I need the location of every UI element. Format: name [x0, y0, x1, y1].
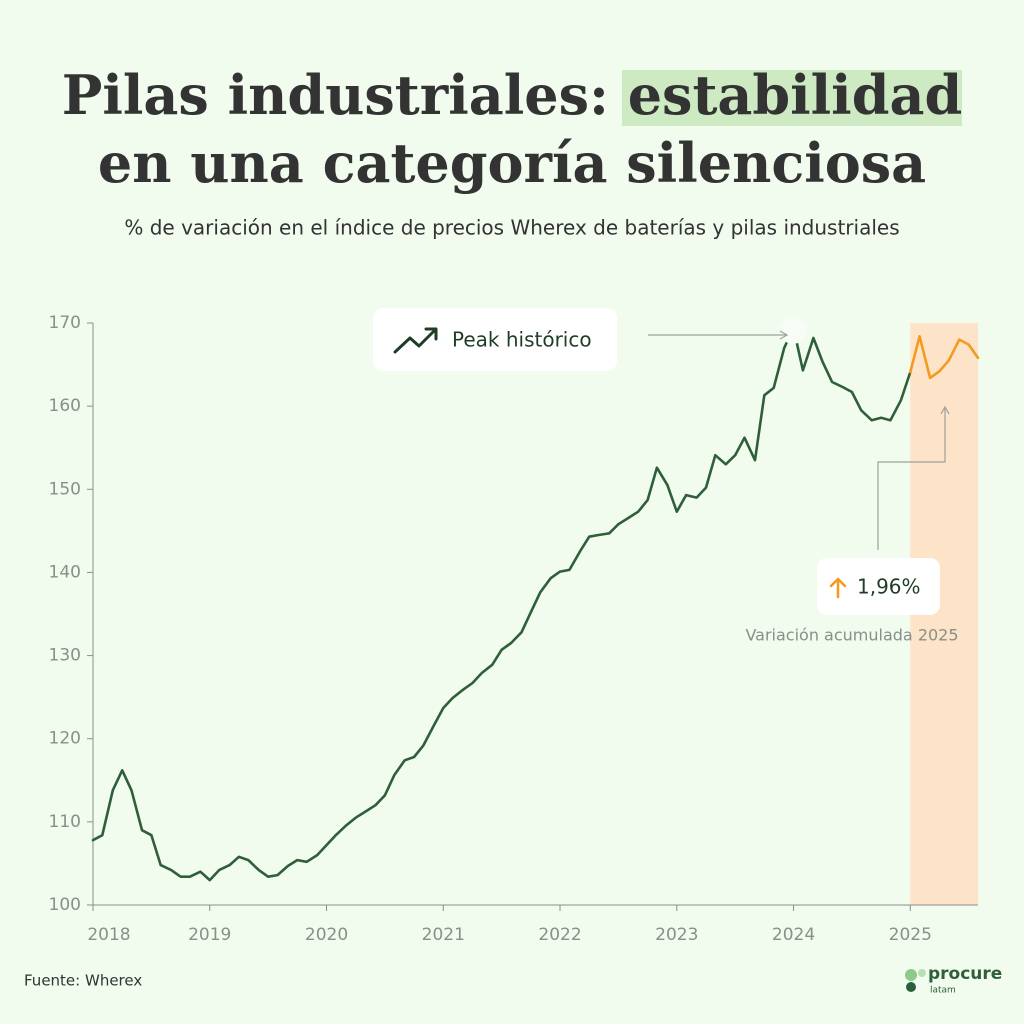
y-tick-label: 120 [49, 729, 81, 749]
logo-sub: latam [930, 986, 956, 996]
peak-arrowhead [779, 330, 789, 340]
peak-label: Peak histórico [452, 328, 592, 352]
x-tick-label: 2022 [538, 925, 581, 945]
change-arrowhead [940, 405, 950, 415]
change-label: 1,96% [857, 575, 921, 599]
y-tick-label: 100 [49, 895, 81, 915]
logo-name: procure [928, 964, 1002, 984]
x-tick-label: 2024 [772, 925, 815, 945]
y-tick-label: 110 [49, 812, 81, 832]
peak-halo [779, 316, 807, 344]
x-tick-label: 2023 [655, 925, 698, 945]
x-tick-label: 2018 [87, 925, 130, 945]
logo-dot [906, 982, 916, 992]
trend-icon [393, 327, 438, 354]
y-tick-label: 160 [49, 396, 81, 416]
change-connector [877, 408, 946, 550]
x-tick-label: 2019 [188, 925, 231, 945]
y-tick-label: 150 [49, 479, 81, 499]
data-line [91, 326, 912, 882]
x-tick-label: 2020 [305, 925, 348, 945]
logo-dot [905, 969, 917, 981]
chart-title: en una categoría silenciosa [98, 131, 926, 195]
source: Fuente: Wherex [24, 972, 142, 990]
peak-box [373, 308, 617, 371]
x-tick-label: 2021 [422, 925, 465, 945]
up-icon [829, 577, 847, 599]
x-tick-label: 2025 [889, 925, 932, 945]
chart-subtitle: % de variación en el índice de precios W… [124, 216, 899, 240]
data-line [909, 335, 980, 380]
y-tick-label: 170 [49, 313, 81, 333]
y-tick-label: 130 [49, 646, 81, 666]
logo-dot [918, 969, 926, 977]
y-tick-label: 140 [49, 562, 81, 582]
chart-title: Pilas industriales: estabilidad [62, 63, 962, 127]
title-highlight [622, 70, 962, 126]
change-note: Variación acumulada 2025 [745, 626, 958, 645]
change-box [817, 558, 940, 615]
